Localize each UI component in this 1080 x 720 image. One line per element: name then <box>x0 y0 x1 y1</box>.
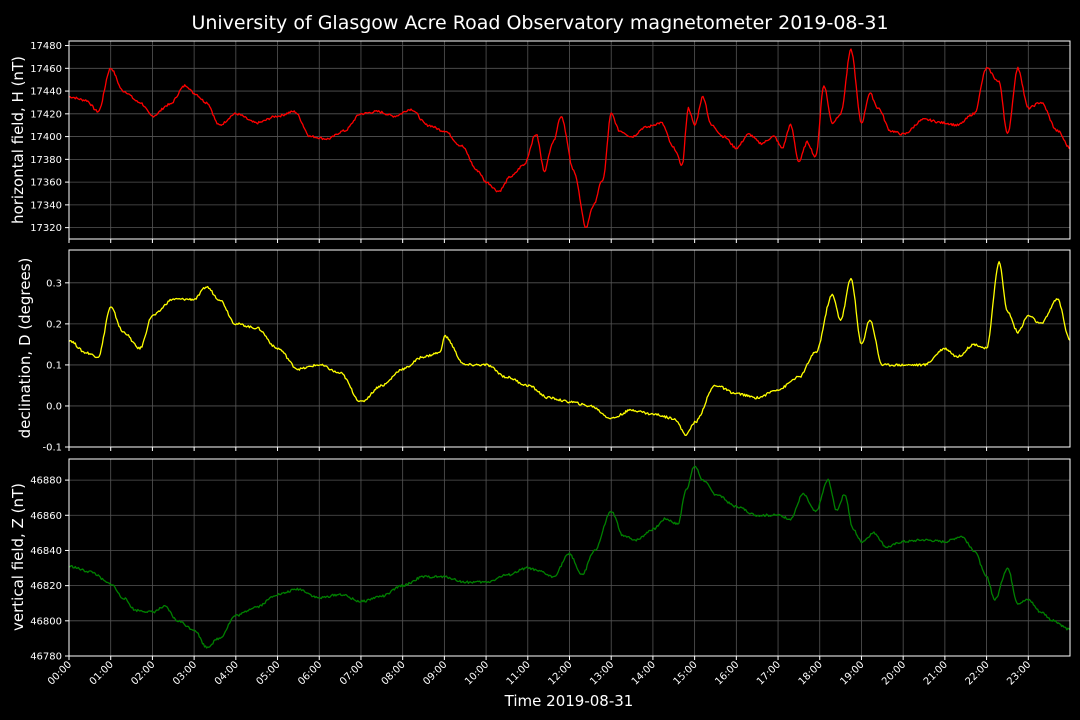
y-tick-label: 17320 <box>30 223 62 234</box>
y-tick-label: 46880 <box>30 476 62 487</box>
y-tick-label: -0.1 <box>42 443 62 454</box>
y-tick-label: 17460 <box>30 64 62 75</box>
figure-title: University of Glasgow Acre Road Observat… <box>191 12 888 34</box>
y-tick-label: 17340 <box>30 200 62 211</box>
y-tick-label: 46840 <box>30 546 62 557</box>
y-tick-label: 0.3 <box>46 278 62 289</box>
y-tick-label: 0.2 <box>46 319 62 330</box>
y-tick-label: 46780 <box>30 652 62 663</box>
axes-frame <box>68 40 1071 240</box>
panel-vertical-field: vertical field, Z (nT) 46780 46800 46820 46… <box>9 458 1071 663</box>
series-line-horizontal-field <box>68 48 1071 228</box>
series-line-vertical-field <box>68 465 1071 649</box>
y-tick-label: 46800 <box>30 616 62 627</box>
y-tick-label: 17480 <box>30 41 62 52</box>
y-axis-label-vertical-field: vertical field, Z (nT) <box>9 483 27 631</box>
y-tick-label: 17380 <box>30 155 62 166</box>
y-tick-label: 46820 <box>30 581 62 592</box>
y-tick-label: 17400 <box>30 132 62 143</box>
y-axis-label-declination: declination, D (degrees) <box>16 258 34 439</box>
y-tick-label: 0.0 <box>46 401 62 412</box>
y-tick-label: 17360 <box>30 178 62 189</box>
panel-declination: declination, D (degrees) -0.1 0.0 0.1 0.2 0.… <box>16 249 1071 454</box>
panel-horizontal-field: horizontal field, H (nT) 17320 17340 17360… <box>9 40 1071 243</box>
y-tick-label: 46860 <box>30 511 62 522</box>
y-tick-label: 0.1 <box>46 360 62 371</box>
y-tick-label: 17420 <box>30 109 62 120</box>
x-axis-label: Time 2019-08-31 <box>504 692 634 710</box>
series-line-declination <box>68 261 1071 437</box>
y-axis-label-horizontal-field: horizontal field, H (nT) <box>9 56 27 224</box>
y-tick-label: 17440 <box>30 87 62 98</box>
axes-frame <box>68 249 1071 448</box>
axes-frame <box>68 458 1071 657</box>
